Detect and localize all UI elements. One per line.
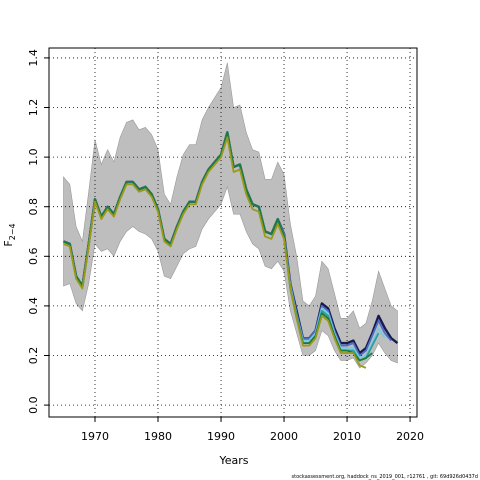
y-tick-label: 0.8: [27, 198, 40, 216]
footnote: stockassessment.org, haddock_ns_2019_001…: [292, 474, 478, 480]
y-tick-label: 1.4: [27, 49, 40, 67]
x-tick-label: 1990: [207, 430, 235, 443]
y-axis-label: F2−4: [2, 223, 17, 246]
x-axis-label: Years: [218, 454, 248, 467]
y-tick-label: 0.2: [27, 347, 40, 365]
y-tick-label: 0.0: [27, 396, 40, 414]
y-tick-label: 1.0: [27, 148, 40, 166]
y-tick-label: 1.2: [27, 99, 40, 117]
x-tick-label: 1970: [81, 430, 109, 443]
x-tick-label: 2010: [333, 430, 361, 443]
y-tick-label: 0.4: [27, 297, 40, 315]
x-tick-label: 2020: [396, 430, 424, 443]
y-axis-label-main: F: [2, 240, 15, 246]
series-line: [63, 136, 367, 369]
plot-frame: [48, 47, 418, 418]
y-axis-label-sub: 2−4: [8, 223, 17, 240]
y-tick-label: 0.6: [27, 248, 40, 266]
x-tick-label: 1980: [144, 430, 172, 443]
x-tick-label: 2000: [270, 430, 298, 443]
confidence-band: [63, 62, 398, 369]
